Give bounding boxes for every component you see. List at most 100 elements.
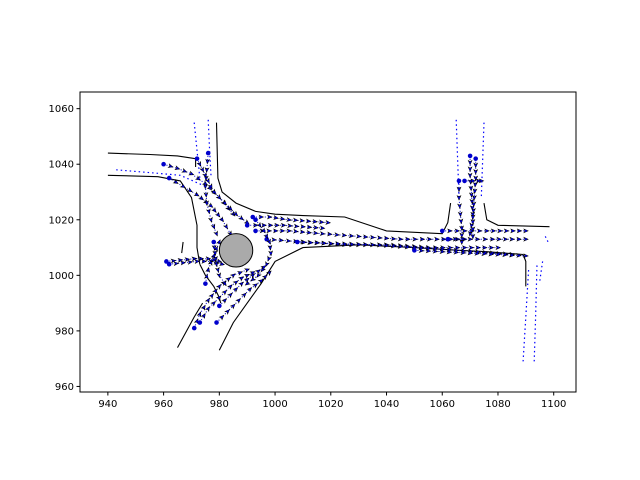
trajectory-point (462, 251, 465, 254)
trajectory-point (186, 258, 189, 261)
trajectory-point (309, 241, 312, 244)
trajectory-point (248, 288, 252, 291)
trajectories (161, 150, 529, 331)
trajectory-point (476, 238, 479, 241)
trajectory-point (456, 178, 462, 184)
trajectory-point (195, 193, 199, 196)
trajectory-point (442, 238, 445, 241)
trajectory-point (288, 224, 291, 227)
trajectory-point (253, 228, 258, 234)
trajectory-point (210, 294, 213, 297)
trajectory-point (182, 261, 185, 264)
trajectory-11 (250, 214, 331, 225)
trajectory-point (371, 243, 374, 246)
trajectory-point (164, 259, 169, 264)
trajectory-point (176, 167, 179, 170)
trajectory-point (295, 239, 300, 245)
lane-centerline-1 (193, 122, 201, 179)
obstacle-circle (218, 233, 254, 268)
trajectory-point (471, 235, 474, 238)
trajectory-point (448, 246, 452, 249)
trajectory-point (524, 229, 527, 232)
trajectory-1 (166, 175, 233, 237)
trajectory-point (335, 233, 338, 236)
trajectory-point (287, 239, 290, 242)
trajectory-point (482, 252, 486, 255)
trajectory-point (473, 156, 478, 161)
trajectory-point (239, 271, 242, 274)
trajectory-point (262, 224, 265, 227)
trajectory-point (268, 271, 271, 274)
trajectory-point (308, 231, 311, 234)
trajectory-point (281, 229, 284, 232)
trajectory-point (328, 233, 331, 236)
trajectory-point (321, 227, 324, 230)
trajectory-point (175, 262, 178, 265)
trajectory-point (323, 242, 326, 245)
trajectory-point (204, 185, 207, 188)
trajectory-point (427, 247, 430, 250)
trajectory-point (189, 261, 192, 264)
trajectory-point (469, 238, 472, 241)
y-tick-label: 1060 (49, 104, 74, 115)
trajectory-point (471, 179, 474, 182)
trajectory-point (477, 179, 480, 182)
trajectory-point (223, 282, 226, 285)
y-tick-label: 1020 (49, 215, 74, 226)
trajectory-point (213, 209, 216, 212)
trajectory-point (314, 232, 317, 235)
trajectory-point (218, 196, 221, 199)
trajectory-point (385, 244, 388, 247)
trajectory-point (435, 238, 438, 241)
trajectory-point (221, 218, 224, 221)
trajectory-point (456, 246, 459, 249)
trajectory-point (221, 263, 224, 266)
trajectory-point (469, 252, 472, 255)
road-boundary-east-inner (483, 203, 550, 228)
trajectory-point (504, 238, 507, 241)
trajectory-point (197, 320, 203, 325)
trajectory-point (275, 224, 278, 227)
trajectory-point (473, 190, 476, 193)
trajectory-point (471, 227, 474, 231)
trajectory-point (490, 246, 493, 249)
trajectory-point (191, 325, 197, 331)
trajectory-point (357, 243, 360, 246)
trajectory-point (448, 229, 451, 232)
trajectory-point (470, 246, 473, 249)
trajectory-point (511, 229, 514, 232)
trajectory-point (205, 193, 208, 196)
trajectory-point (470, 193, 473, 196)
trajectory-point (406, 246, 409, 249)
trajectory-point (183, 170, 186, 173)
trajectory-point (261, 268, 264, 271)
trajectory-point (175, 181, 178, 184)
trajectory-point (229, 293, 232, 296)
trajectory-point (343, 234, 346, 237)
trajectory-point (179, 259, 182, 262)
trajectory-path (193, 269, 248, 329)
trajectory-point (212, 254, 215, 257)
trajectory-point (226, 310, 229, 313)
trajectory-point (455, 251, 458, 254)
trajectory-point (463, 246, 466, 249)
road-boundary-north-west-outer (107, 152, 196, 160)
trajectory-point (207, 210, 210, 213)
trajectory-point (316, 241, 319, 244)
lane-centerline-8 (539, 261, 544, 281)
trajectory-point (214, 290, 217, 293)
trajectory-point (169, 165, 172, 168)
trajectory-point (420, 249, 423, 252)
trajectory-point (205, 275, 208, 278)
trajectory-point (378, 236, 381, 239)
road-boundary-west-inner (107, 174, 201, 265)
trajectory-point (385, 237, 388, 240)
trajectory-point (213, 246, 216, 249)
trajectory-point (472, 209, 475, 212)
trajectory-point (265, 235, 268, 238)
x-tick-label: 1000 (262, 399, 287, 410)
trajectory-point (250, 214, 256, 220)
trajectory-point (218, 296, 221, 299)
trajectory-point (392, 237, 395, 240)
trajectory-point (251, 274, 254, 277)
